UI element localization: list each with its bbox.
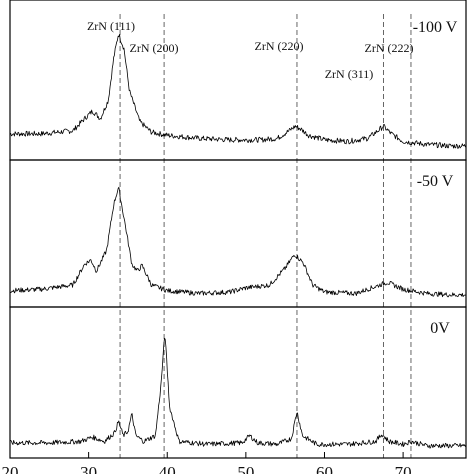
series-trace [9,337,467,449]
series-label: -100 V [413,19,458,36]
reference-label: ZrN (200) [130,41,179,55]
series-label: -50 V [417,173,454,190]
series-trace [9,34,467,149]
x-tick-label: 60 [316,463,333,474]
x-tick-label: 70 [395,463,412,474]
panel-frame [9,306,467,459]
series-trace [10,186,467,298]
reference-label: ZrN (311) [325,67,374,81]
x-tick-label: 30 [80,463,97,474]
panel-frame [9,159,467,308]
x-tick-label: 20 [2,463,19,474]
panel-frame [9,0,467,161]
reference-label: ZrN (222) [365,41,414,55]
reference-label: ZrN (220) [255,39,304,53]
reference-label: ZrN (111) [87,19,135,33]
series-label: 0V [430,320,450,337]
x-tick-label: 40 [159,463,176,474]
x-tick-label: 50 [237,463,254,474]
